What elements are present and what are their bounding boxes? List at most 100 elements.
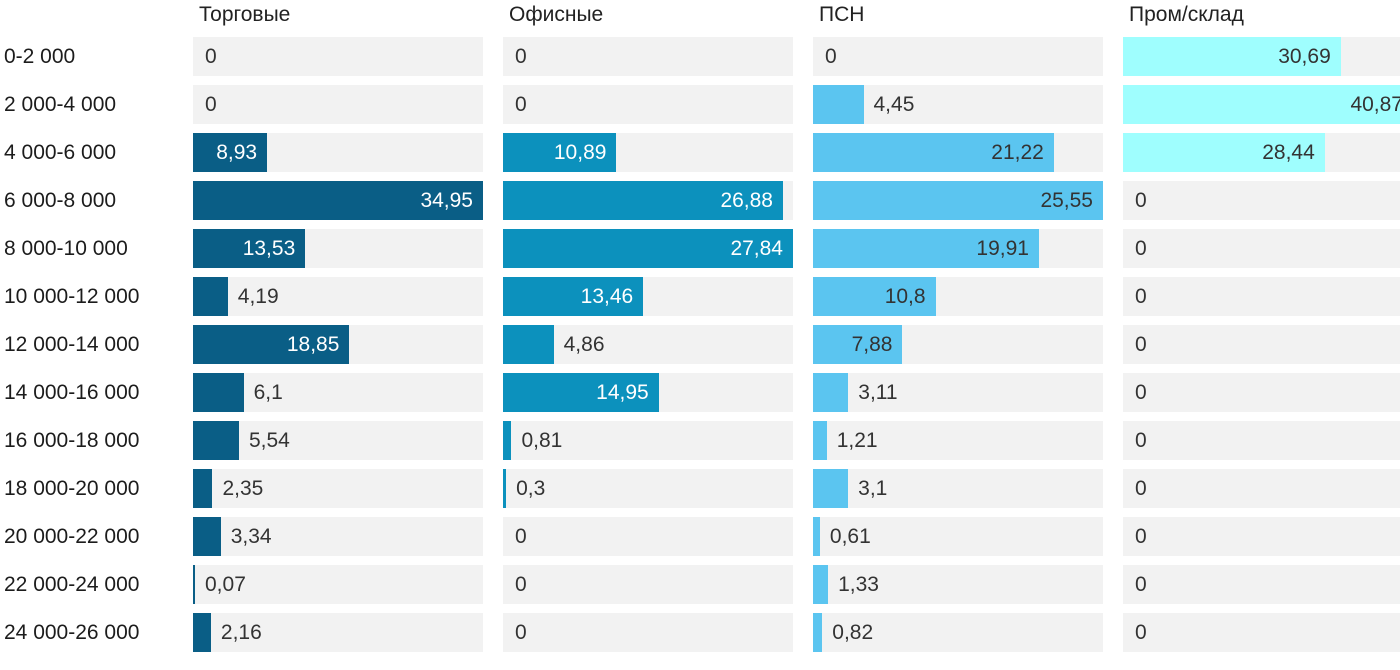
bar: [813, 85, 864, 124]
bar-track: 5,54: [193, 421, 483, 460]
value-label: 0: [1135, 620, 1147, 644]
value-label: 0,07: [205, 572, 246, 596]
value-label: 5,54: [248, 428, 290, 452]
row-label: 18 000-20 000: [4, 476, 140, 500]
bar: 40,87: [1123, 85, 1400, 124]
bar: [813, 613, 823, 652]
bar-track: 2,16: [193, 613, 483, 652]
bar-track: 0: [1123, 325, 1400, 364]
value-label: 3,11: [858, 380, 898, 404]
value-label: 0,3: [516, 476, 546, 500]
bar-track: 0: [503, 565, 793, 604]
bar-track: 0: [503, 37, 793, 76]
bar-track: 4,45: [813, 85, 1103, 124]
bar: [193, 613, 211, 652]
bar-track: 0: [813, 37, 1103, 76]
bar: [193, 517, 221, 556]
value-label: 0: [1135, 476, 1147, 500]
value-label: 10,89: [553, 140, 607, 164]
bar: [813, 421, 827, 460]
value-label: 1,21: [836, 428, 878, 452]
value-label: 1,33: [838, 572, 879, 596]
row-label: 16 000-18 000: [4, 428, 140, 452]
value-label: 14,95: [596, 380, 649, 404]
bar: [503, 469, 507, 508]
row-label: 10 000-12 000: [4, 284, 140, 308]
bar-track: 0: [1123, 229, 1400, 268]
bar: 7,88: [813, 325, 903, 364]
bar: 19,91: [813, 229, 1039, 268]
value-label: 21,22: [991, 140, 1044, 164]
bar-track: 0,3: [503, 469, 793, 508]
bar-track: 0: [1123, 181, 1400, 220]
bar: 21,22: [813, 133, 1054, 172]
bar-track: 40,87: [1123, 85, 1400, 124]
row-label: 14 000-16 000: [4, 380, 140, 404]
bar-track: 26,88: [503, 181, 793, 220]
bar-track: 0: [1123, 421, 1400, 460]
value-label: 4,19: [237, 284, 279, 308]
row-label: 22 000-24 000: [4, 572, 140, 596]
bar: 34,95: [193, 181, 483, 220]
bar-track: 0: [1123, 613, 1400, 652]
value-label: 40,87: [1350, 92, 1400, 116]
value-label: 18,85: [286, 332, 340, 356]
bar: 14,95: [503, 373, 659, 412]
value-label: 6,1: [253, 380, 283, 404]
value-label: 0: [1135, 572, 1147, 596]
bar: [193, 421, 239, 460]
value-label: 0,61: [829, 524, 871, 548]
value-label: 0: [825, 44, 837, 68]
bar-track: 18,85: [193, 325, 483, 364]
value-label: 0: [515, 524, 527, 548]
column-header-psn: ПСН: [819, 3, 865, 26]
bar-track: 0: [503, 85, 793, 124]
bar: [813, 469, 849, 508]
bar-track: 14,95: [503, 373, 793, 412]
value-label: 13,46: [580, 284, 634, 308]
bar-track: 0: [193, 37, 483, 76]
value-label: 0,82: [832, 620, 874, 644]
value-label: 0: [515, 620, 527, 644]
row-label: 12 000-14 000: [4, 332, 140, 356]
column-header-prom-sklad: Пром/склад: [1129, 3, 1244, 26]
value-label: 0: [1135, 428, 1147, 452]
bar-track: 25,55: [813, 181, 1103, 220]
value-label: 10,8: [884, 284, 926, 308]
value-label: 13,53: [242, 236, 296, 260]
row-label: 4 000-6 000: [4, 140, 117, 164]
bar-track: 2,35: [193, 469, 483, 508]
value-label: 0: [1135, 380, 1147, 404]
value-label: 25,55: [1040, 188, 1093, 212]
bar-track: 21,22: [813, 133, 1103, 172]
value-label: 0: [515, 572, 527, 596]
bar: 10,89: [503, 133, 617, 172]
bar-track: 10,89: [503, 133, 793, 172]
row-label: 8 000-10 000: [4, 236, 128, 260]
row-label: 2 000-4 000: [4, 92, 117, 116]
price-distribution-chart: Торговые Офисные ПСН Пром/склад 0-2 000 0…: [4, 3, 1400, 652]
value-label: 0: [1135, 524, 1147, 548]
bar: [503, 421, 512, 460]
bar-track: 0,82: [813, 613, 1103, 652]
bar-track: 3,1: [813, 469, 1103, 508]
bar-track: 19,91: [813, 229, 1103, 268]
value-label: 0: [515, 92, 527, 116]
bar-track: 3,34: [193, 517, 483, 556]
row-label: 0-2 000: [4, 44, 76, 68]
value-label: 0,81: [521, 428, 563, 452]
bar-track: 8,93: [193, 133, 483, 172]
bar: [503, 325, 554, 364]
bar-track: 13,53: [193, 229, 483, 268]
bar-track: 4,19: [193, 277, 483, 316]
bar-track: 0: [503, 517, 793, 556]
bar-track: 30,69: [1123, 37, 1400, 76]
bar-track: 0,61: [813, 517, 1103, 556]
value-label: 30,69: [1278, 44, 1331, 68]
row-label: 20 000-22 000: [4, 524, 140, 548]
bar-track: 0: [1123, 373, 1400, 412]
bar-track: 1,33: [813, 565, 1103, 604]
bar: [193, 373, 244, 412]
value-label: 3,1: [858, 476, 888, 500]
bar: [813, 517, 820, 556]
